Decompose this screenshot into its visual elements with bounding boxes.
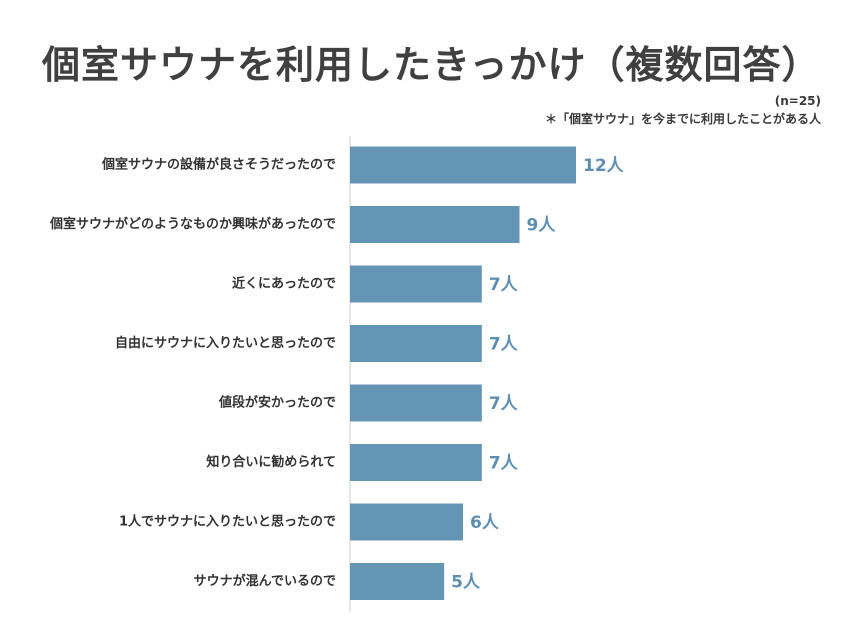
bar	[350, 146, 576, 184]
value-label: 6人	[470, 513, 500, 533]
value-label: 5人	[451, 573, 481, 593]
category-label: サウナが混んでいるので	[194, 573, 336, 589]
bar	[350, 503, 463, 541]
category-label: 値段が安かったので	[218, 395, 336, 411]
bar	[350, 325, 482, 362]
bar	[350, 384, 482, 422]
value-label: 7人	[489, 335, 519, 355]
category-label: 知り合いに勧められて	[206, 454, 336, 470]
bars-group: 個室サウナの設備が良さそうだったので 12人個室サウナがどのようなものか興味があっ…	[49, 146, 625, 600]
value-label: 7人	[489, 394, 519, 414]
value-label: 9人	[527, 216, 557, 236]
bar	[350, 444, 482, 481]
sample-size: (n=25)	[774, 94, 821, 108]
category-label: 1人でサウナに入りたいと思ったので	[119, 514, 336, 530]
chart-title: 個室サウナを利用したきっかけ（複数回答）	[42, 43, 821, 87]
category-label: 個室サウナの設備が良さそうだったので	[101, 157, 336, 173]
category-label: 個室サウナがどのようなものか興味があったので	[49, 216, 336, 232]
bar	[350, 563, 445, 600]
respondent-note: ＊「個室サウナ」を今までに利用したことがある人	[544, 112, 821, 126]
category-label: 自由にサウナに入りたいと思ったので	[115, 335, 336, 351]
value-label: 12人	[583, 156, 625, 176]
category-label: 近くにあったので	[232, 276, 336, 292]
value-label: 7人	[489, 454, 519, 474]
bar	[350, 206, 520, 243]
value-label: 7人	[489, 275, 519, 295]
bar	[350, 265, 482, 303]
